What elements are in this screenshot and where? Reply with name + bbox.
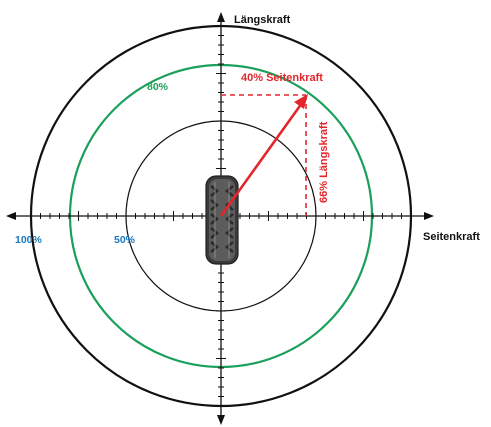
long-force-label: 66% Längskraft	[318, 121, 330, 203]
resultant-force-arrow	[219, 102, 304, 217]
axis-ticks	[30, 25, 412, 407]
side-force-label: 40% Seitenkraft	[241, 72, 323, 84]
label-80-percent: 80%	[147, 81, 169, 93]
resultant-force-arrowhead	[294, 94, 308, 109]
label-50-percent: 50%	[114, 234, 136, 246]
x-axis-arrow-right	[424, 212, 434, 220]
y-axis-arrow-up	[217, 12, 225, 22]
x-axis-arrow-left	[6, 212, 16, 220]
x-axis-label: Seitenkraft	[423, 231, 480, 243]
tire-icon	[205, 175, 239, 265]
y-axis-arrow-down	[217, 415, 225, 425]
y-axis-label: Längskraft	[234, 14, 291, 26]
label-100-percent: 100%	[15, 234, 43, 246]
